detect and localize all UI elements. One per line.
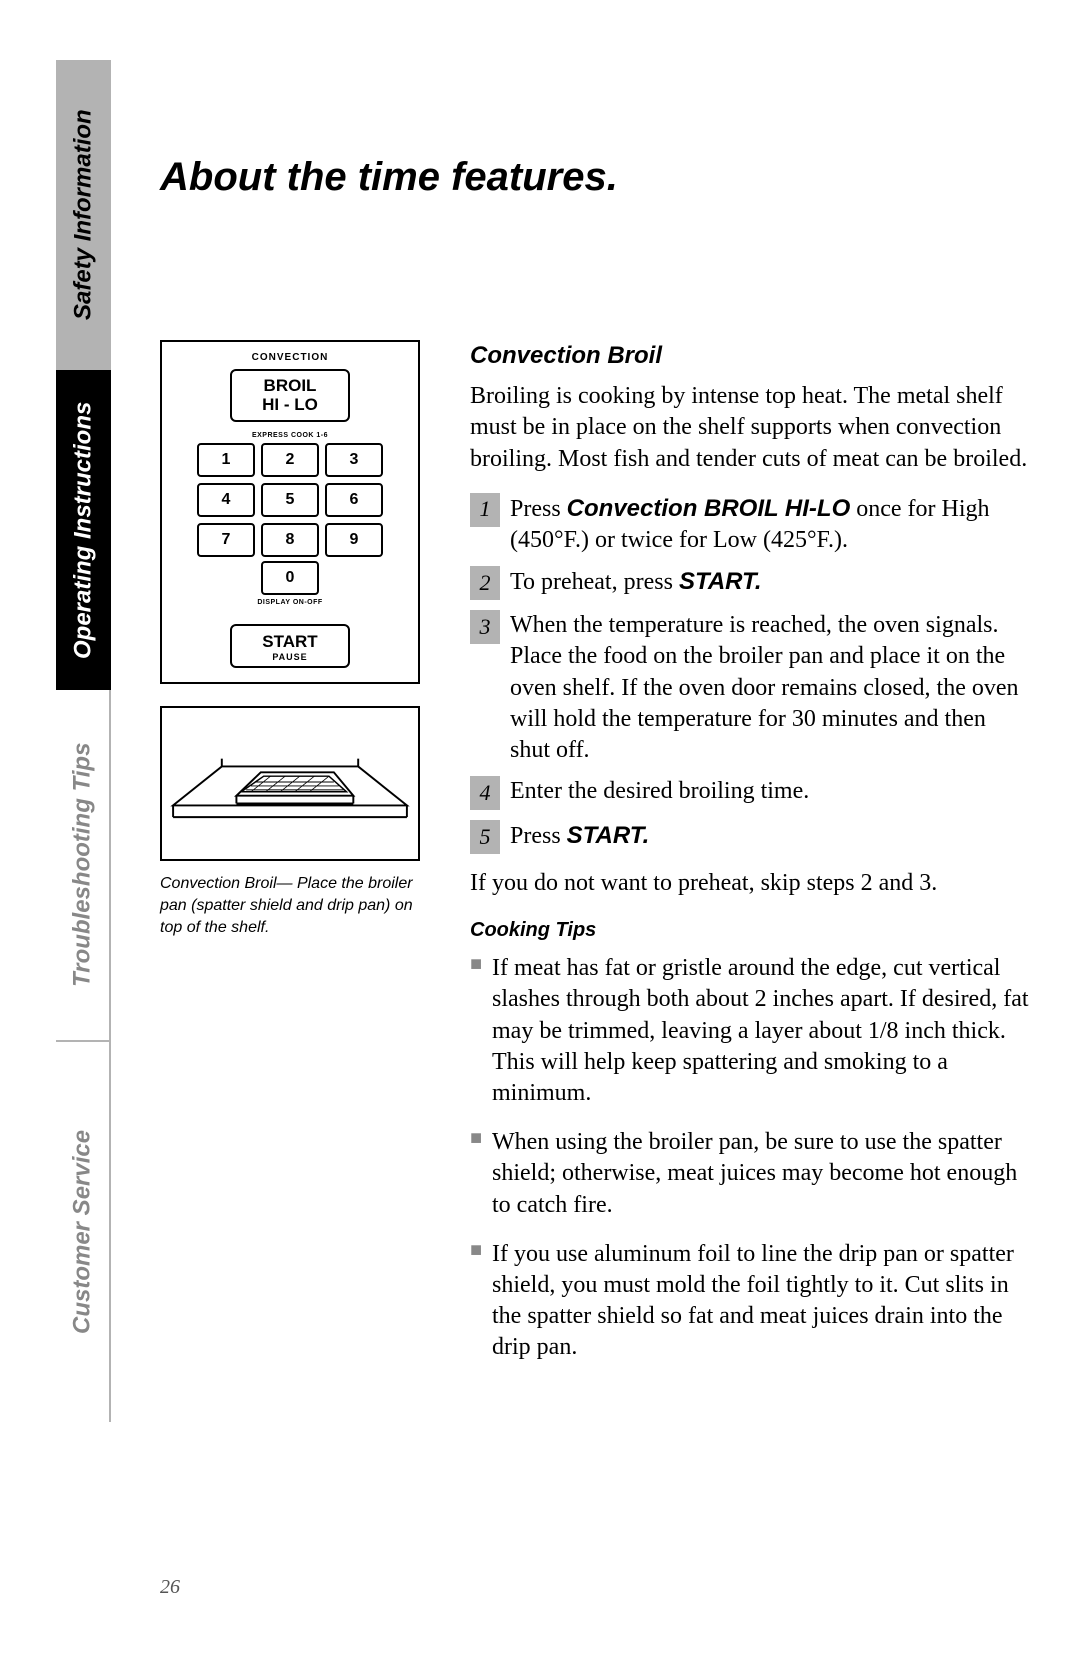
content-column: Convection Broil Broiling is cooking by … xyxy=(470,340,1030,1382)
tab-customer: Customer Service xyxy=(56,1042,111,1422)
step-2: 2 To preheat, press START. xyxy=(470,566,1030,600)
step-3: 3 When the temperature is reached, the o… xyxy=(470,610,1030,766)
tip-item: ■ If you use aluminum foil to line the d… xyxy=(470,1239,1030,1364)
oven-diagram xyxy=(160,706,420,861)
step-text: To preheat, press START. xyxy=(510,566,1030,598)
section-heading: Convection Broil xyxy=(470,340,1030,371)
keypad-panel: CONVECTION BROIL HI - LO EXPRESS COOK 1-… xyxy=(160,340,420,684)
steps-list: 1 Press Convection BROIL HI-LO once for … xyxy=(470,493,1030,854)
start-pause-button[interactable]: START PAUSE xyxy=(230,624,350,668)
key-6[interactable]: 6 xyxy=(325,483,383,517)
tip-item: ■ If meat has fat or gristle around the … xyxy=(470,953,1030,1109)
tip-text: When using the broiler pan, be sure to u… xyxy=(492,1127,1030,1221)
numeric-keypad: 1 2 3 4 5 6 7 8 9 xyxy=(176,443,404,557)
broil-hilo-button[interactable]: BROIL HI - LO xyxy=(230,369,350,422)
page-title: About the time features. xyxy=(160,155,618,200)
key-8[interactable]: 8 xyxy=(261,523,319,557)
step-number: 5 xyxy=(470,820,500,854)
bullet-icon: ■ xyxy=(470,1239,492,1364)
step-number: 3 xyxy=(470,610,500,644)
step-text: When the temperature is reached, the ove… xyxy=(510,610,1030,766)
key-0[interactable]: 0 xyxy=(261,561,319,595)
intro-paragraph: Broiling is cooking by intense top heat.… xyxy=(470,381,1030,475)
step-4: 4 Enter the desired broiling time. xyxy=(470,776,1030,810)
tab-troubleshooting: Troubleshooting Tips xyxy=(56,690,111,1040)
tab-operating: Operating Instructions xyxy=(56,370,111,690)
bullet-icon: ■ xyxy=(470,953,492,1109)
skip-note: If you do not want to preheat, skip step… xyxy=(470,868,1030,899)
key-5[interactable]: 5 xyxy=(261,483,319,517)
display-onoff-label: DISPLAY ON-OFF xyxy=(176,599,404,606)
tip-text: If you use aluminum foil to line the dri… xyxy=(492,1239,1030,1364)
pause-label: PAUSE xyxy=(232,652,348,662)
page-number: 26 xyxy=(160,1576,180,1599)
keypad-column: CONVECTION BROIL HI - LO EXPRESS COOK 1-… xyxy=(160,340,440,938)
convection-label: CONVECTION xyxy=(176,352,404,363)
step-number: 4 xyxy=(470,776,500,810)
key-4[interactable]: 4 xyxy=(197,483,255,517)
key-9[interactable]: 9 xyxy=(325,523,383,557)
start-label: START xyxy=(232,632,348,652)
bullet-icon: ■ xyxy=(470,1127,492,1221)
step-text: Enter the desired broiling time. xyxy=(510,776,1030,807)
tip-item: ■ When using the broiler pan, be sure to… xyxy=(470,1127,1030,1221)
broil-line1: BROIL xyxy=(232,377,348,396)
express-cook-label: EXPRESS COOK 1-6 xyxy=(176,432,404,439)
step-1: 1 Press Convection BROIL HI-LO once for … xyxy=(470,493,1030,556)
step-text: Press Convection BROIL HI-LO once for Hi… xyxy=(510,493,1030,556)
diagram-caption: Convection Broil— Place the broiler pan … xyxy=(160,873,420,938)
step-number: 1 xyxy=(470,493,500,527)
key-7[interactable]: 7 xyxy=(197,523,255,557)
tab-safety: Safety Information xyxy=(56,60,111,370)
step-5: 5 Press START. xyxy=(470,820,1030,854)
step-number: 2 xyxy=(470,566,500,600)
broil-line2: HI - LO xyxy=(232,396,348,415)
key-3[interactable]: 3 xyxy=(325,443,383,477)
cooking-tips-heading: Cooking Tips xyxy=(470,917,1030,943)
step-text: Press START. xyxy=(510,820,1030,852)
key-2[interactable]: 2 xyxy=(261,443,319,477)
sidebar-tabs: Safety Information Operating Instruction… xyxy=(56,60,111,1560)
tip-text: If meat has fat or gristle around the ed… xyxy=(492,953,1030,1109)
key-1[interactable]: 1 xyxy=(197,443,255,477)
